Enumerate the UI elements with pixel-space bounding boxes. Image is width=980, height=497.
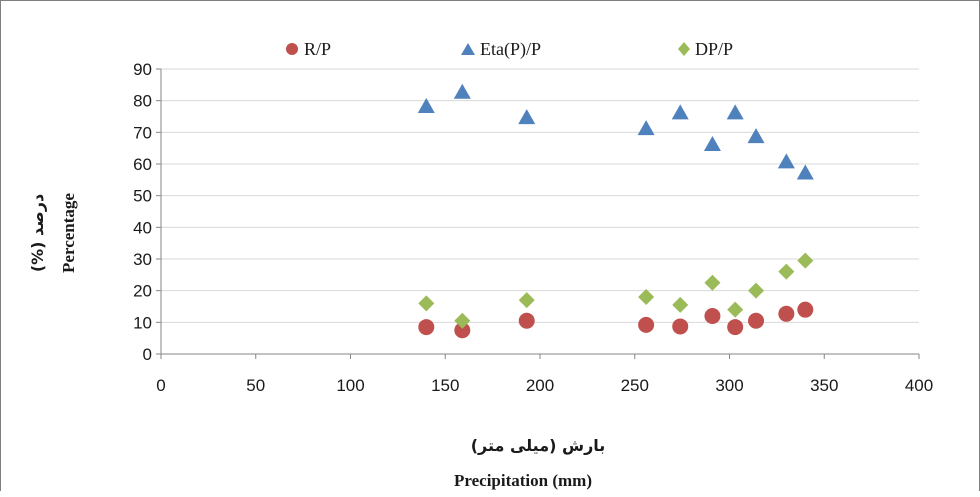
data-point-circle	[672, 318, 689, 335]
x-tick-label: 350	[810, 376, 838, 395]
series-diamond	[418, 252, 814, 329]
data-point-triangle	[726, 104, 744, 120]
data-point-circle	[418, 319, 435, 336]
y-axis-title: Percentage	[59, 193, 78, 273]
legend-item-r-p: R/P	[286, 39, 331, 59]
data-point-circle	[704, 308, 721, 324]
legend-item-dp-p: DP/P	[678, 39, 733, 59]
x-tick-label: 200	[526, 376, 554, 395]
x-tick-label: 250	[621, 376, 649, 395]
data-point-triangle	[417, 98, 435, 113]
legend-label-dp-p: DP/P	[695, 39, 733, 59]
y-axis-title-persian: درصد (%)	[28, 194, 47, 272]
x-tick-label: 150	[431, 376, 459, 395]
x-tick-label: 0	[156, 376, 165, 395]
y-tick-label: 90	[133, 60, 152, 79]
legend-item-eta-p: Eta(P)/P	[461, 39, 541, 60]
x-tick-label: 50	[246, 376, 265, 395]
data-point-diamond	[778, 263, 795, 280]
data-point-triangle	[796, 164, 814, 180]
data-point-circle	[778, 305, 795, 322]
y-tick-label: 80	[133, 92, 152, 111]
y-tick-labels: 0 10 20 30 40 50 60 70 80 90	[133, 60, 152, 364]
legend: R/P Eta(P)/P DP/P	[286, 39, 733, 60]
legend-label-r-p: R/P	[304, 39, 331, 59]
data-point-circle	[797, 301, 814, 318]
x-tick-label: 400	[905, 376, 933, 395]
x-axis-title: Precipitation (mm)	[454, 471, 592, 490]
data-point-diamond	[672, 296, 689, 313]
y-tick-label: 40	[133, 218, 152, 237]
y-tick-label: 60	[133, 155, 152, 174]
data-point-circle	[638, 316, 655, 333]
legend-diamond-marker	[678, 42, 690, 56]
gridlines	[161, 68, 919, 355]
data-point-triangle	[671, 104, 689, 120]
x-tick-label: 100	[336, 376, 364, 395]
data-point-diamond	[797, 252, 814, 269]
y-tick-label: 0	[143, 345, 152, 364]
x-tick-labels: 0 50 100 150 200 250 300 350 400	[156, 376, 933, 395]
data-point-diamond	[418, 295, 435, 312]
y-tick-label: 30	[133, 250, 152, 269]
data-point-diamond	[748, 282, 765, 299]
data-point-circle	[727, 319, 744, 336]
axes	[156, 68, 920, 359]
data-point-circle	[518, 312, 535, 329]
data-point-circle	[748, 312, 765, 329]
y-tick-label: 20	[133, 282, 152, 301]
y-tick-label: 50	[133, 187, 152, 206]
y-tick-label: 10	[133, 313, 152, 332]
data-point-diamond	[704, 274, 721, 291]
data-point-diamond	[638, 289, 655, 305]
data-point-diamond	[518, 292, 535, 309]
data-point-circle	[454, 322, 471, 339]
data-point-diamond	[727, 301, 744, 318]
data-point-triangle	[703, 136, 721, 151]
series-triangle	[417, 83, 814, 180]
data-point-triangle	[747, 128, 765, 144]
data-point-triangle	[453, 83, 471, 99]
data-point-triangle	[637, 120, 655, 136]
legend-triangle-marker	[461, 43, 475, 55]
legend-label-eta-p: Eta(P)/P	[480, 39, 541, 60]
x-tick-label: 300	[715, 376, 743, 395]
y-tick-label: 70	[133, 123, 152, 142]
data-point-triangle	[777, 153, 795, 169]
data-point-triangle	[518, 109, 536, 125]
data-marks	[417, 83, 814, 339]
x-axis-title-persian: بارش (میلی متر)	[471, 436, 606, 455]
series-circle	[418, 301, 814, 339]
legend-circle-marker	[286, 43, 298, 55]
data-point-diamond	[454, 312, 471, 329]
